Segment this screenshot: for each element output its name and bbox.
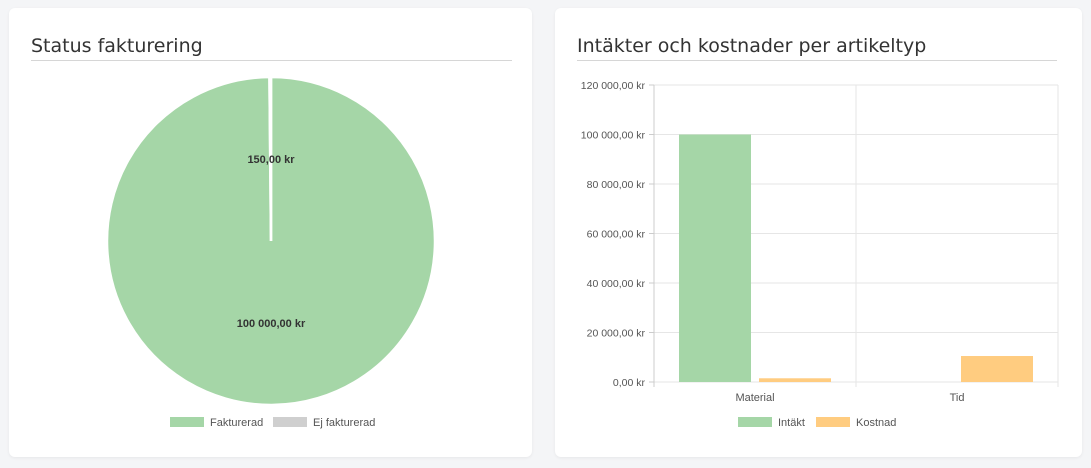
y-tick-label: 20 000,00 kr [587, 328, 646, 340]
title-divider [577, 60, 1057, 61]
revenue-card-title: Intäkter och kostnader per artikeltyp [577, 35, 927, 57]
x-tick-label: Material [735, 392, 774, 404]
legend-label: Ej fakturerad [313, 417, 375, 429]
y-tick-label: 0,00 kr [613, 377, 646, 389]
y-tick-label: 60 000,00 kr [587, 229, 646, 241]
legend-label: Intäkt [778, 417, 805, 429]
x-tick-label: Tid [950, 392, 965, 404]
legend-swatch [170, 417, 204, 427]
status-card-title: Status fakturering [31, 35, 203, 57]
legend-label: Kostnad [856, 417, 896, 429]
bar-kostnad-material[interactable] [759, 378, 831, 382]
bar-kostnad-tid[interactable] [961, 356, 1033, 382]
legend-swatch [273, 417, 307, 427]
title-divider [31, 60, 512, 61]
y-tick-label: 80 000,00 kr [587, 179, 646, 191]
legend-label: Fakturerad [210, 417, 263, 429]
bar-intäkt-material[interactable] [679, 134, 751, 383]
y-tick-label: 40 000,00 kr [587, 278, 646, 290]
legend-swatch [738, 417, 772, 427]
legend-swatch [816, 417, 850, 427]
pie-slice-value-label: 150,00 kr [247, 154, 295, 166]
pie-slice-value-label: 100 000,00 kr [237, 318, 306, 330]
pie-slice-ej-fakturerad[interactable] [268, 75, 273, 242]
y-tick-label: 100 000,00 kr [581, 130, 646, 142]
y-tick-label: 120 000,00 kr [581, 80, 646, 92]
